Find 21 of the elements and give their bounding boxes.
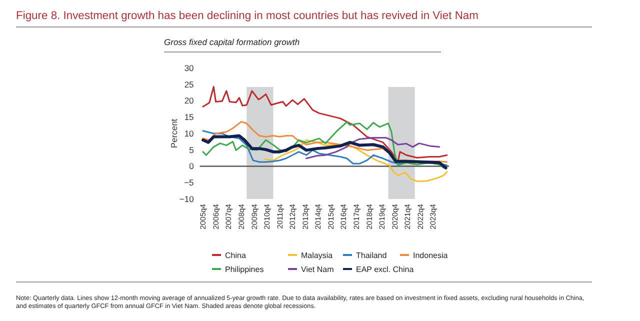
y-tick-label: 0 [189,161,194,172]
y-tick-label: 20 [184,96,194,106]
legend-label: Philippines [225,264,264,274]
y-tick-label: 5 [189,144,194,155]
y-tick-label: −5 [184,178,194,188]
legend-label: Indonesia [413,250,448,260]
legend-label: Thailand [356,250,387,260]
y-tick-label: 25 [184,79,194,90]
y-axis-title: Percent [169,118,179,148]
legend-label: China [225,250,246,260]
line-series [306,137,440,160]
legend-label: EAP excl. China [356,264,414,274]
legend-label: Malaysia [301,250,334,260]
y-tick-label: 10 [184,128,194,138]
y-tick-label: 15 [184,112,194,122]
y-tick-label: 30 [184,62,194,73]
chart-subtitle: Gross fixed capital formation growth [164,37,300,47]
legend-label: Viet Nam [301,264,334,274]
y-tick-label: −10 [179,194,194,204]
chart-title: Figure 8. Investment growth has been declining in most countries but has revived in Viet Nam [16,10,478,22]
line-series [264,139,448,182]
